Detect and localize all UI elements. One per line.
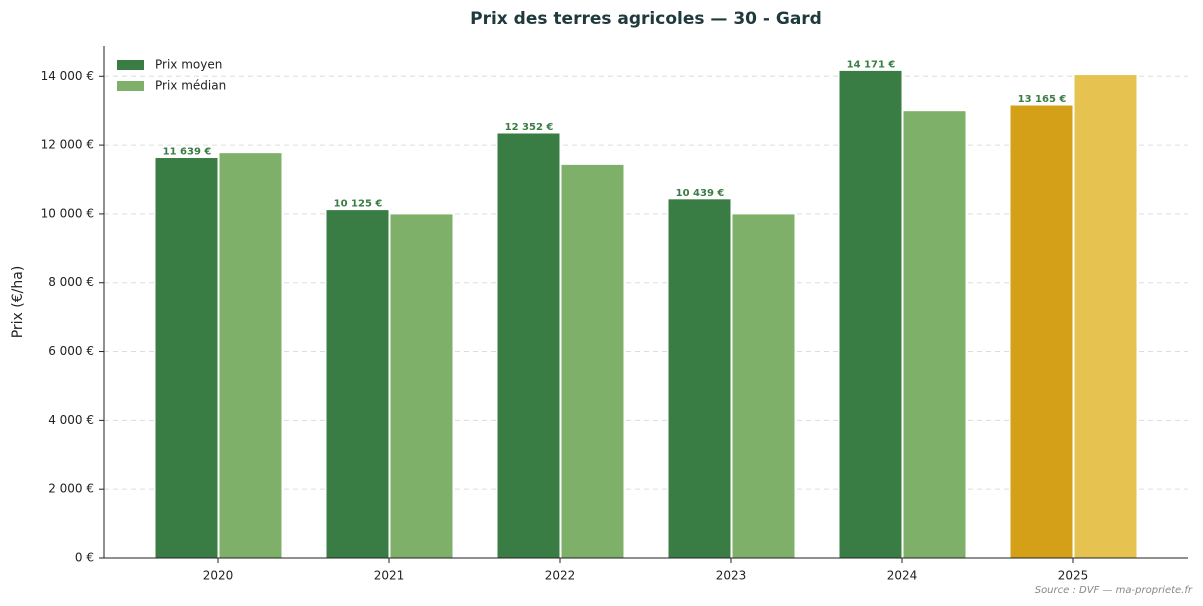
value-label: 13 165 € [1018,94,1067,105]
value-label: 14 171 € [847,59,896,70]
legend-swatch [117,81,144,91]
y-tick-label: 10 000 € [41,206,94,220]
y-tick-label: 8 000 € [48,275,94,289]
bar [731,213,796,559]
y-tick-label: 14 000 € [41,69,94,83]
legend-label: Prix médian [155,79,226,93]
y-tick-label: 12 000 € [41,138,94,152]
x-tick-label: 2025 [1058,569,1089,583]
y-tick-label: 0 € [75,551,94,565]
bar [389,213,454,559]
source-note: Source : DVF — ma-propriete.fr [1035,585,1193,596]
bar [154,157,219,559]
value-label: 10 439 € [676,188,725,199]
x-tick-label: 2024 [887,569,918,583]
bar [560,163,625,559]
legend-label: Prix moyen [155,58,222,72]
y-tick-label: 4 000 € [48,413,94,427]
value-label: 11 639 € [163,147,212,158]
bar [325,209,390,559]
bar [838,69,903,559]
bar [1009,104,1074,559]
x-tick-label: 2020 [203,569,234,583]
legend-swatch [117,60,144,70]
value-label: 10 125 € [334,199,383,210]
x-tick-label: 2023 [716,569,747,583]
chart-title: Prix des terres agricoles — 30 - Gard [470,9,822,29]
y-tick-label: 2 000 € [48,482,94,496]
bar [1073,74,1138,559]
y-tick-label: 6 000 € [48,344,94,358]
bar [902,110,967,559]
value-label: 12 352 € [505,122,554,133]
bar [218,152,283,559]
x-tick-label: 2022 [545,569,576,583]
x-tick-label: 2021 [374,569,405,583]
bar [496,132,561,559]
y-axis-label: Prix (€/ha) [10,266,26,339]
bar [667,198,732,559]
